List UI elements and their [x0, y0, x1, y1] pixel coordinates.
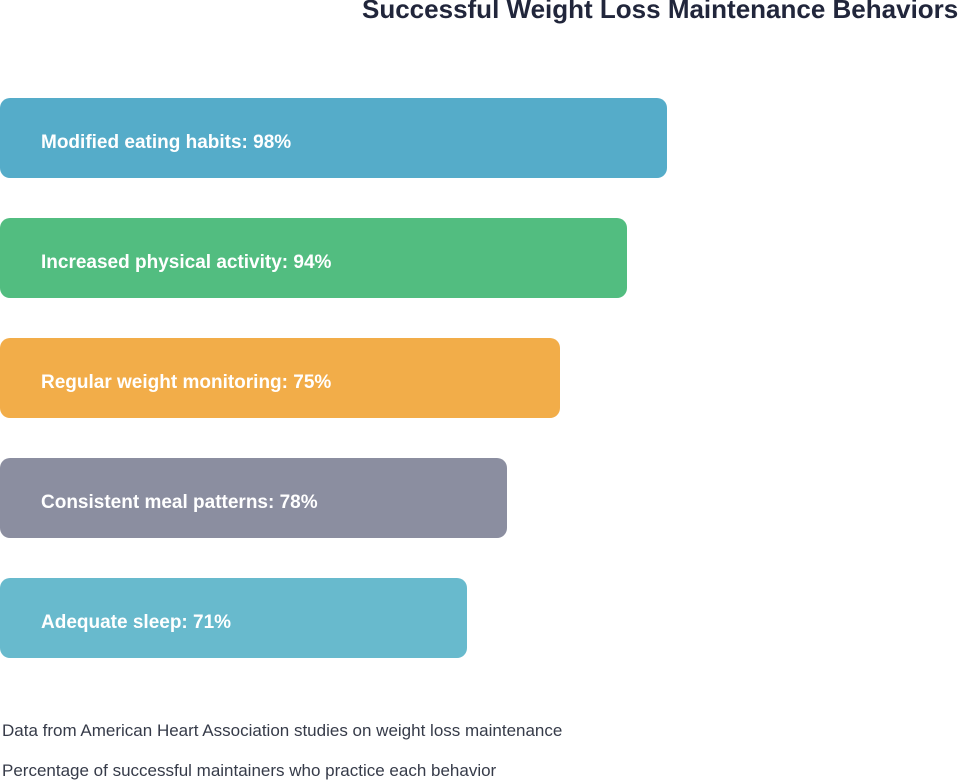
bar-adequate-sleep: Adequate sleep: 71%	[0, 578, 467, 658]
bar-consistent-meal-patterns: Consistent meal patterns: 78%	[0, 458, 507, 538]
bar-label: Modified eating habits: 98%	[41, 132, 292, 153]
bar-increased-physical-activity: Increased physical activity: 94%	[0, 218, 627, 298]
footnote-description: Percentage of successful maintainers who…	[2, 761, 497, 780]
bar-modified-eating-habits: Modified eating habits: 98%	[0, 98, 667, 178]
bar-label: Regular weight monitoring: 75%	[41, 372, 332, 393]
footnote-source: Data from American Heart Association stu…	[2, 721, 563, 740]
bar-label: Adequate sleep: 71%	[41, 612, 232, 633]
chart-title: Successful Weight Loss Maintenance Behav…	[362, 0, 959, 24]
bar-regular-weight-monitoring: Regular weight monitoring: 75%	[0, 338, 560, 418]
bar-label: Increased physical activity: 94%	[41, 252, 332, 273]
bar-label: Consistent meal patterns: 78%	[41, 492, 318, 513]
